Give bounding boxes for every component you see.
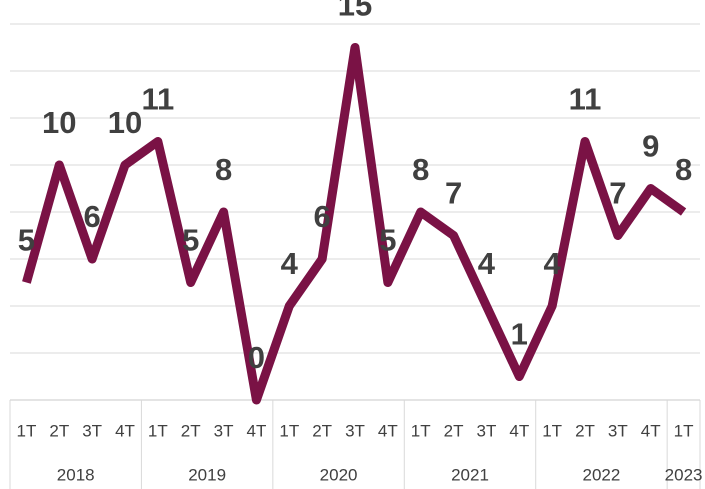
data-label: 4 [281, 246, 299, 281]
x-tick-label: 4T [641, 421, 661, 440]
x-tick-label: 1T [411, 421, 431, 440]
data-label: 4 [544, 246, 562, 281]
data-label: 15 [338, 0, 372, 23]
x-tick-label: 3T [214, 421, 234, 440]
data-label: 8 [412, 152, 429, 187]
data-label: 9 [642, 129, 659, 164]
x-tick-label: 1T [17, 421, 37, 440]
x-tick-label: 2T [181, 421, 201, 440]
x-tick-label: 3T [477, 421, 497, 440]
x-tick-label: 2T [49, 421, 69, 440]
data-label: 6 [314, 199, 331, 234]
data-label: 7 [445, 176, 462, 211]
data-label: 7 [609, 176, 626, 211]
data-label: 6 [84, 199, 101, 234]
line [22, 43, 687, 405]
x-tick-label: 4T [247, 421, 267, 440]
x-tick-label: 1T [279, 421, 299, 440]
data-label: 5 [182, 223, 199, 258]
x-tick-label: 2T [312, 421, 332, 440]
data-label: 1 [511, 317, 528, 352]
x-group-label: 2019 [188, 465, 226, 484]
x-tick-label: 3T [345, 421, 365, 440]
data-label: 11 [141, 82, 174, 117]
x-group-label: 2021 [451, 465, 489, 484]
x-group-label: 2020 [320, 465, 358, 484]
x-tick-label: 4T [378, 421, 398, 440]
x-group-label: 2023 [665, 465, 703, 484]
x-group-label: 2018 [57, 465, 95, 484]
data-label: 8 [215, 152, 232, 187]
x-tick-label: 3T [608, 421, 628, 440]
x-tick-label: 2T [575, 421, 595, 440]
x-tick-label: 1T [674, 421, 694, 440]
data-label: 4 [478, 246, 496, 281]
x-tick-label: 4T [115, 421, 135, 440]
x-tick-label: 1T [148, 421, 168, 440]
data-label: 0 [248, 340, 265, 375]
data-label: 8 [675, 152, 692, 187]
x-tick-label: 4T [509, 421, 529, 440]
x-tick-label: 2T [444, 421, 464, 440]
data-label: 10 [42, 105, 76, 140]
data-label: 11 [569, 82, 602, 117]
data-label: 5 [18, 223, 35, 258]
x-tick-label: 3T [82, 421, 102, 440]
data-label: 10 [108, 105, 142, 140]
x-group-label: 2022 [583, 465, 621, 484]
data-label: 5 [379, 223, 396, 258]
x-tick-label: 1T [542, 421, 562, 440]
